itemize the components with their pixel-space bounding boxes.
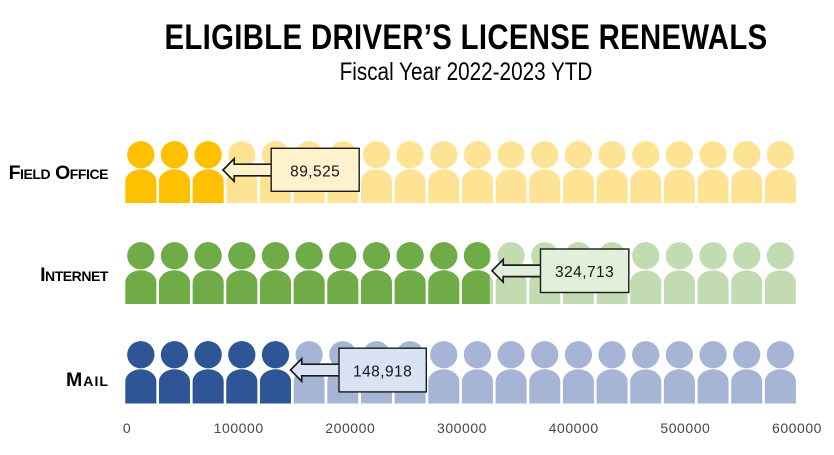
svg-text:324,713: 324,713 (555, 264, 614, 281)
svg-text:148,918: 148,918 (353, 363, 412, 380)
svg-text:89,525: 89,525 (290, 163, 340, 180)
